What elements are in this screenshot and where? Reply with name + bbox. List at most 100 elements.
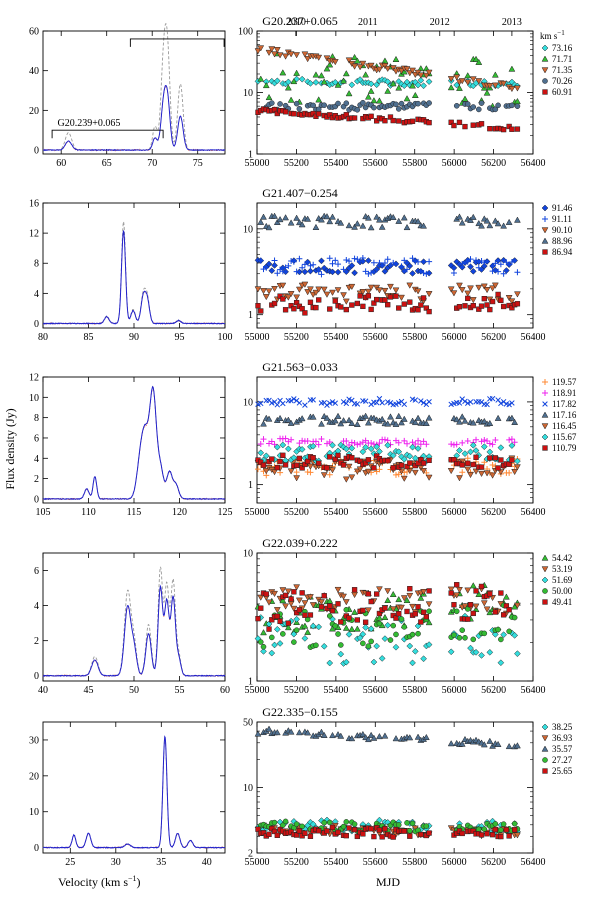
legend-label: 36.93 (552, 733, 573, 743)
data-point (384, 87, 392, 94)
data-point (376, 259, 383, 266)
data-point (288, 397, 294, 404)
data-point (395, 595, 403, 603)
lightcurve-y-tick-label: 10 (243, 783, 253, 794)
data-point (374, 453, 380, 459)
data-point (302, 310, 308, 316)
spectrum-y-tick-label: 40 (29, 66, 39, 77)
data-point (315, 623, 323, 631)
data-point (298, 75, 306, 83)
data-point (268, 100, 275, 106)
data-point (353, 220, 361, 227)
legend-label: 71.71 (552, 54, 572, 64)
data-point (287, 51, 295, 58)
lightcurve-y-tick-label: 1 (248, 310, 253, 321)
data-point (403, 223, 411, 231)
lightcurve-x-tick-label: 56200 (481, 857, 506, 868)
data-point (316, 828, 322, 834)
data-point (307, 262, 314, 269)
data-point (276, 52, 284, 59)
data-point (277, 101, 283, 107)
data-point (273, 77, 281, 85)
data-point (472, 55, 480, 62)
data-point (374, 296, 380, 303)
legend-label: 25.65 (552, 766, 573, 776)
spectrum-x-tick-label: 80 (38, 332, 48, 343)
data-point (470, 610, 476, 617)
data-point (257, 594, 265, 601)
spectrum-y-tick-label: 10 (29, 807, 39, 818)
data-point (489, 594, 497, 602)
data-point (320, 286, 328, 293)
data-point (514, 457, 521, 465)
data-point (334, 586, 342, 594)
data-point (483, 217, 491, 224)
data-point (258, 459, 264, 465)
data-point (301, 600, 309, 607)
data-point (296, 400, 303, 406)
data-point (291, 825, 297, 831)
data-point (500, 256, 507, 264)
lightcurve-x-tick-label: 55400 (323, 332, 348, 343)
data-point (371, 465, 377, 471)
lightcurve-series-118-91 (257, 435, 518, 448)
data-point (461, 417, 469, 424)
lightcurve-x-tick-label: 56000 (442, 507, 467, 518)
data-point (285, 262, 292, 269)
data-point (401, 401, 408, 408)
data-point (290, 77, 298, 85)
x-axis-label-mjd: MJD (376, 875, 400, 889)
lightcurve-x-tick-label: 55800 (402, 685, 427, 696)
data-point (418, 619, 424, 625)
data-point (367, 224, 375, 231)
data-point (426, 399, 432, 405)
data-point (464, 438, 471, 445)
data-point (296, 106, 303, 112)
data-point (315, 268, 322, 275)
data-point (422, 419, 430, 426)
data-point (401, 301, 407, 307)
data-point (451, 122, 457, 129)
lightcurve-plot: 55000 55200 55400 55600 55800 56000 56200 56400… (243, 376, 577, 518)
data-point (469, 441, 477, 449)
spectrum-x-tick-label: 50 (129, 685, 139, 696)
data-point (282, 603, 290, 610)
data-point (304, 215, 312, 222)
data-point (362, 619, 369, 625)
data-point (335, 261, 342, 268)
data-point (406, 592, 414, 600)
lightcurve-plot: 55000 55200 55400 55600 55800 56000 56200 56400… (238, 17, 573, 169)
data-point (376, 287, 383, 294)
data-point (426, 830, 432, 836)
data-point (307, 80, 314, 87)
data-point (279, 69, 287, 76)
data-point (287, 96, 295, 103)
data-point (313, 304, 319, 311)
data-point (483, 606, 491, 613)
data-point (492, 455, 498, 461)
data-point (340, 399, 347, 405)
data-point (423, 305, 429, 311)
legend-label: 119.57 (552, 377, 577, 387)
data-point (367, 284, 375, 291)
lightcurve-x-tick-label: 56000 (442, 158, 467, 169)
data-point (511, 439, 518, 446)
data-point (486, 222, 494, 229)
data-point (461, 450, 469, 458)
legend-label: 86.94 (552, 247, 573, 257)
data-point (326, 471, 333, 478)
data-point (389, 452, 397, 459)
data-point (296, 255, 303, 262)
data-point (304, 437, 311, 444)
data-point (354, 300, 360, 307)
data-point (384, 420, 392, 427)
data-point (426, 608, 432, 615)
data-point (418, 457, 424, 463)
data-point (475, 219, 483, 227)
spectrum-plot: 80 85 90 95 100 0 4 8 12 16 (29, 199, 233, 344)
data-point (511, 820, 518, 827)
data-point (404, 440, 411, 447)
data-point (392, 260, 400, 268)
data-point (280, 296, 286, 302)
data-point (453, 608, 460, 615)
